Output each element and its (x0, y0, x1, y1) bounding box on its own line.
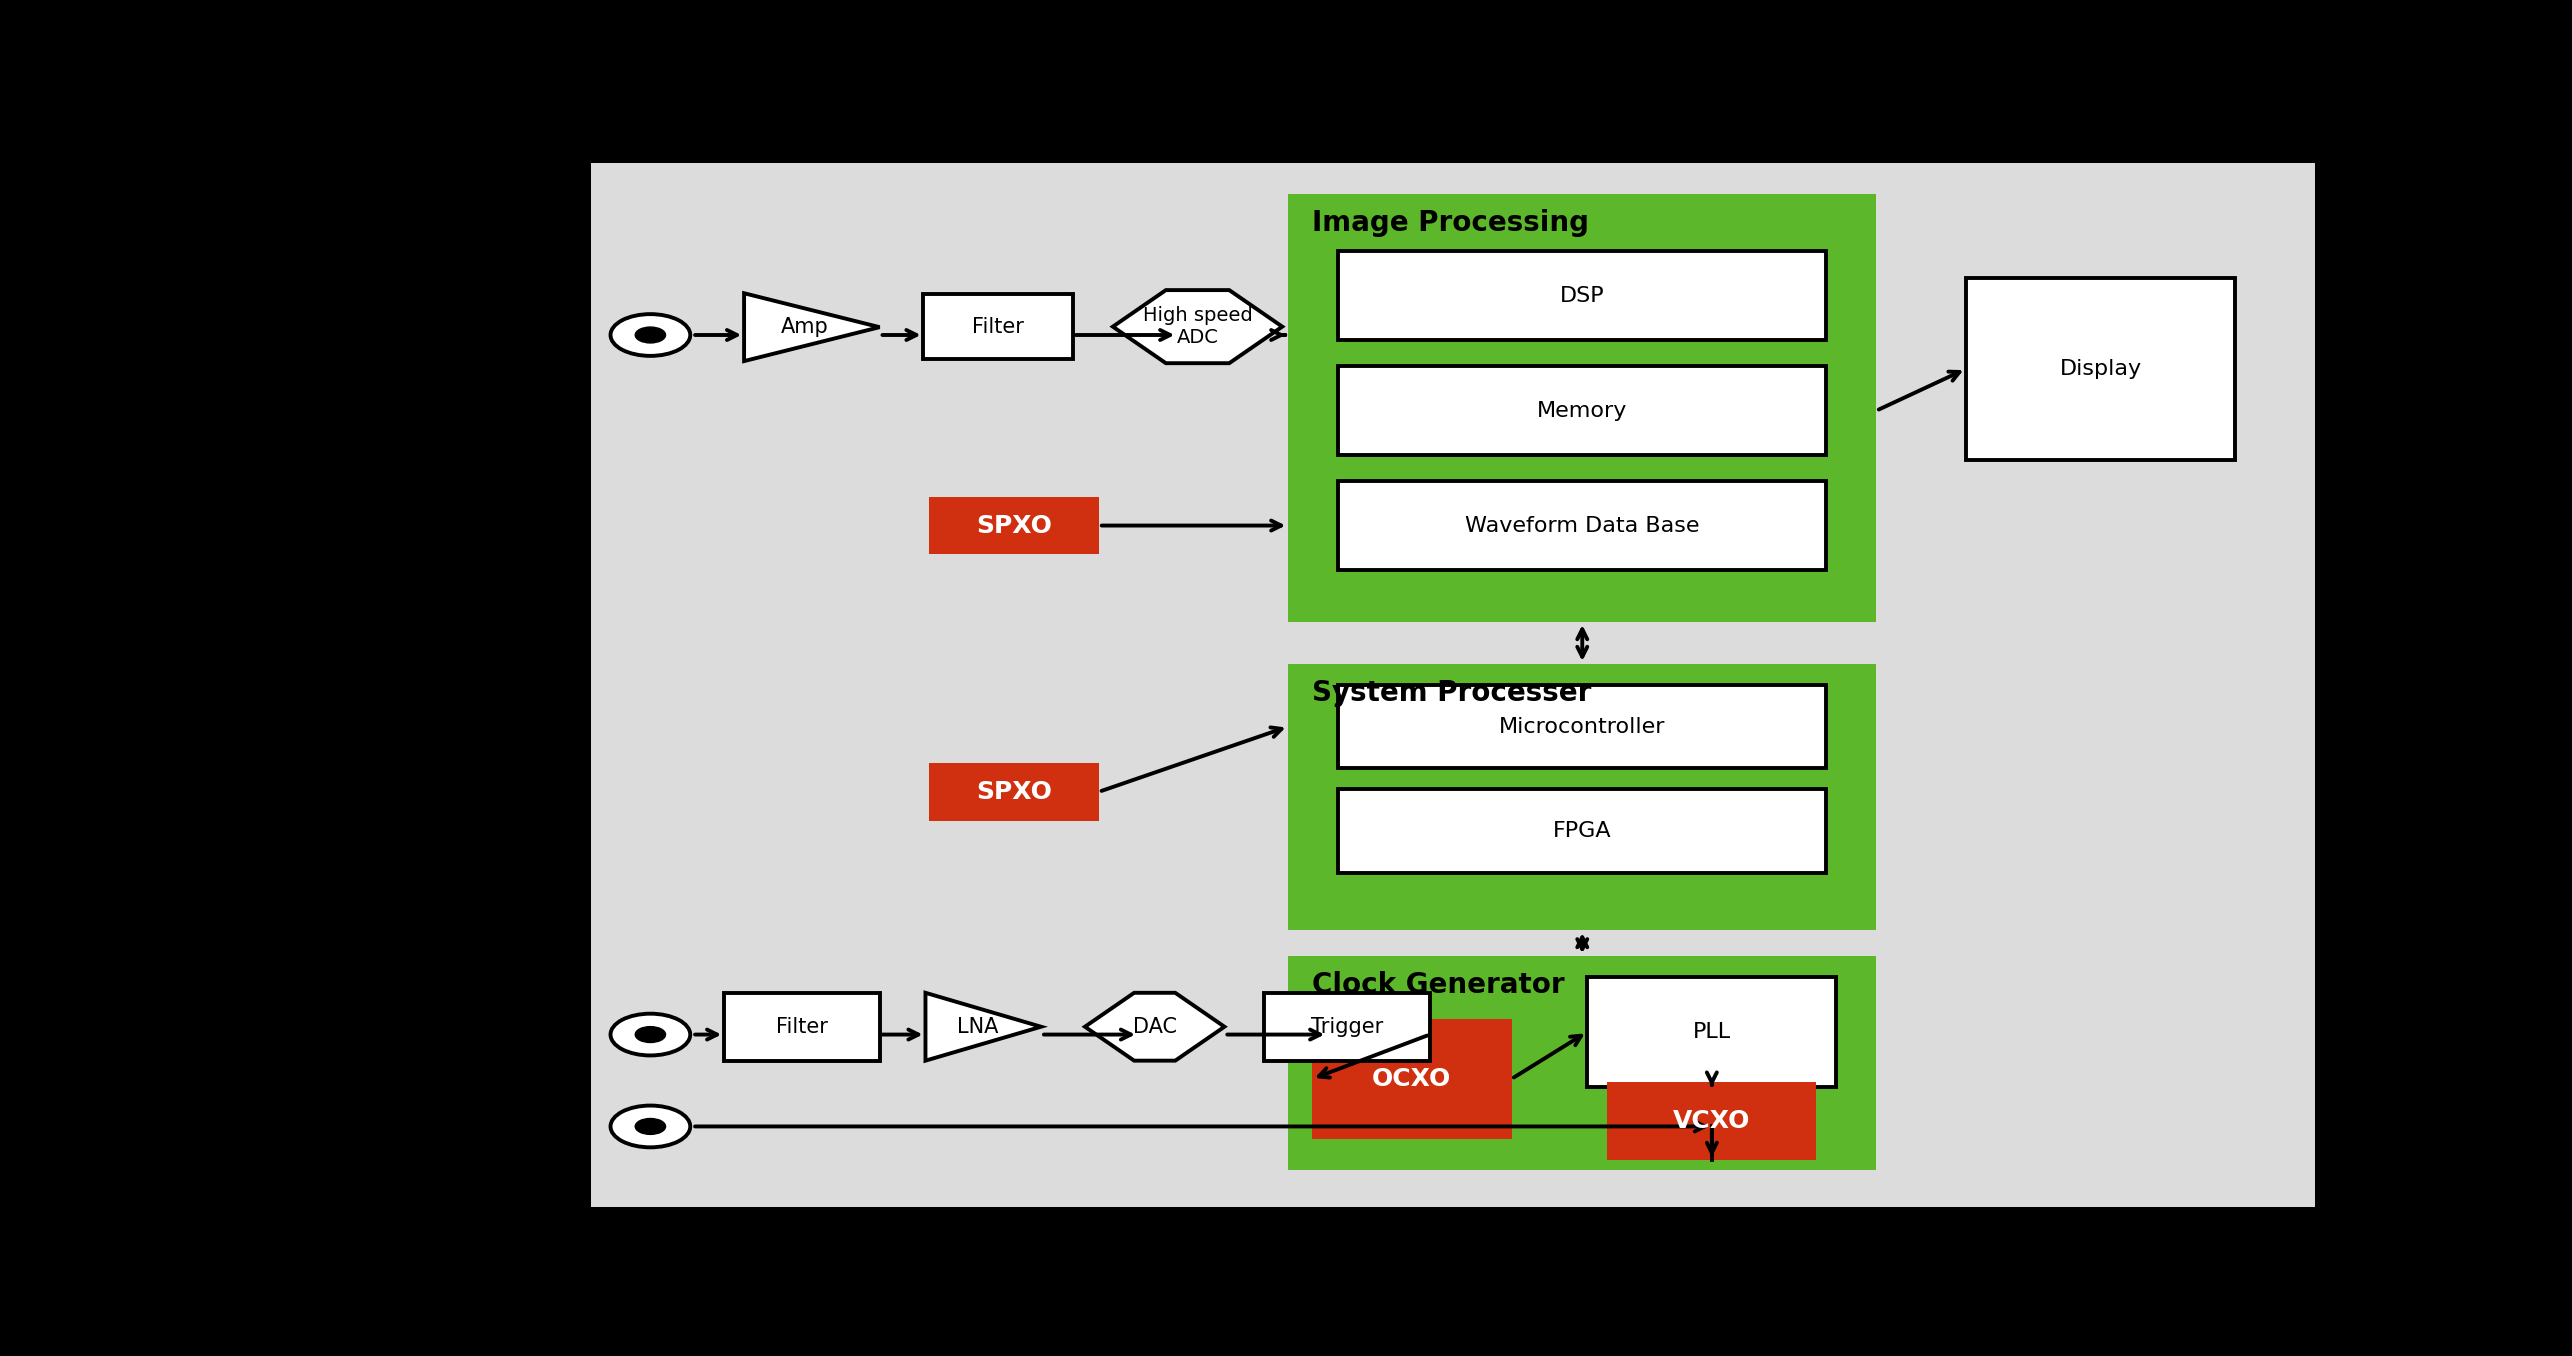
Bar (1337, 789, 1826, 873)
Bar (592, 163, 2315, 1207)
Bar (1337, 366, 1826, 456)
Text: Filter: Filter (777, 1017, 828, 1037)
Bar (1337, 481, 1826, 570)
Text: Memory: Memory (1538, 401, 1628, 420)
Bar (1337, 685, 1826, 769)
Text: Clock Generator: Clock Generator (1312, 971, 1564, 999)
Bar (928, 763, 1098, 820)
Text: Image Processing: Image Processing (1312, 209, 1589, 237)
Bar (1312, 1018, 1512, 1139)
Text: Filter: Filter (972, 317, 1024, 336)
Polygon shape (1114, 290, 1283, 363)
Text: Display: Display (2060, 359, 2142, 378)
Text: Microcontroller: Microcontroller (1499, 716, 1667, 736)
Polygon shape (743, 293, 880, 361)
Polygon shape (926, 993, 1042, 1060)
Bar (1289, 956, 1878, 1170)
Text: SPXO: SPXO (977, 780, 1052, 804)
Circle shape (635, 1026, 666, 1043)
Text: High speed
ADC: High speed ADC (1142, 306, 1253, 347)
Text: Waveform Data Base: Waveform Data Base (1466, 515, 1700, 536)
Text: PLL: PLL (1692, 1022, 1731, 1041)
Circle shape (635, 327, 666, 343)
Text: System Processer: System Processer (1312, 679, 1592, 706)
Text: VCXO: VCXO (1674, 1109, 1752, 1132)
Bar (1289, 664, 1878, 930)
Bar (1965, 278, 2235, 460)
Bar (725, 993, 880, 1060)
Bar (1337, 251, 1826, 340)
Circle shape (610, 1105, 689, 1147)
Bar (928, 496, 1098, 555)
Circle shape (610, 1014, 689, 1055)
Polygon shape (1085, 993, 1224, 1060)
Text: LNA: LNA (957, 1017, 998, 1037)
Text: Amp: Amp (782, 317, 828, 338)
Circle shape (610, 315, 689, 355)
Bar (1289, 194, 1878, 622)
Bar (923, 294, 1073, 359)
Bar (1265, 993, 1430, 1060)
Text: SPXO: SPXO (977, 514, 1052, 537)
Bar (1608, 1082, 1816, 1159)
Text: FPGA: FPGA (1553, 820, 1613, 841)
Text: Trigger: Trigger (1312, 1017, 1384, 1037)
Text: OCXO: OCXO (1373, 1067, 1451, 1092)
Text: DAC: DAC (1132, 1017, 1178, 1037)
Circle shape (635, 1119, 666, 1135)
Text: DSP: DSP (1561, 286, 1605, 306)
Bar (1587, 978, 1836, 1086)
